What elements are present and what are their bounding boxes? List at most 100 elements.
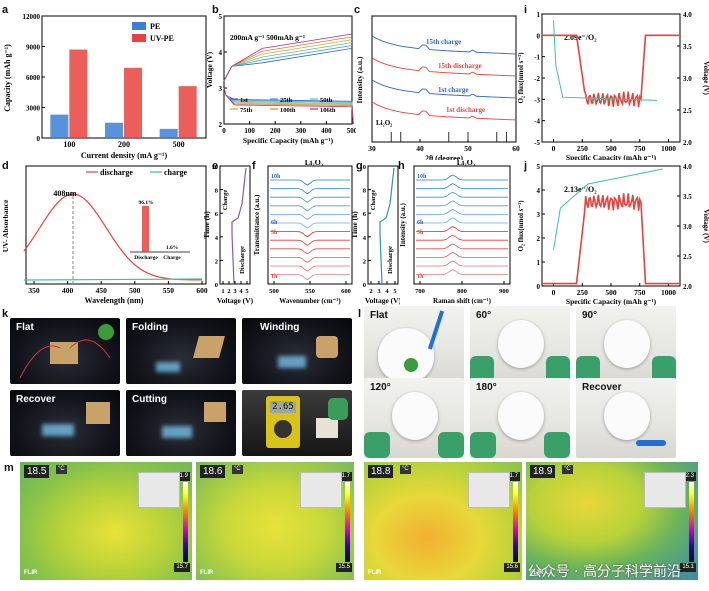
y-tick-label: 5 [537, 163, 541, 171]
inset-photo [644, 472, 686, 508]
spectrum-trace [270, 231, 350, 238]
o2-flux-line [542, 193, 680, 285]
chick-toy [604, 320, 650, 368]
y2-tick-label: 2.5 [683, 107, 692, 115]
plot-frame [223, 15, 353, 125]
x-tick-label: 1000 [661, 288, 676, 297]
logo-icon [98, 324, 114, 340]
y-tick-label: 4 [537, 187, 541, 195]
glove-icon [438, 432, 464, 458]
x-tick-label: 250 [577, 288, 589, 297]
flir-logo: FLIR [24, 570, 38, 576]
logo-icon [404, 358, 418, 372]
scale-min: 15.1 [680, 563, 696, 572]
flir-logo: FLIR [530, 570, 544, 576]
y-tick-label: -2 [534, 75, 540, 83]
led-glow [278, 356, 306, 368]
color-scale [183, 482, 188, 562]
x-tick-label: 50 [464, 144, 472, 153]
chart-d: 350 400 450 500 550 600 Wavelength (nm) UV- Abs… [1, 165, 208, 305]
y-tick-label: 2 [219, 121, 223, 129]
y-axis-label-right: Voltage (V) [702, 209, 709, 243]
scale-min: 15.7 [174, 563, 190, 572]
discharge-curve [223, 87, 354, 125]
spectrum-trace [416, 243, 508, 250]
x-axis-label: Raman shift (cm⁻¹) [433, 297, 492, 305]
x-tick-label: 550 [163, 286, 175, 295]
trace-label: 1st discharge [446, 106, 485, 114]
photo-l-180: 180° [470, 378, 570, 458]
y-tick-label: 12000 [23, 13, 41, 21]
thermal-image-3: 18.8 °C 21.7 15.6 FLIR [364, 462, 522, 580]
device-icon [193, 336, 225, 358]
y-tick-label: 4 [363, 235, 367, 242]
arrow-label: Discharge [239, 246, 246, 274]
spectrum-trace [416, 208, 508, 215]
y2-tick-label: 3.5 [683, 193, 692, 201]
x-tick-label: 500 [129, 286, 141, 295]
y-tick-label: -3 [534, 96, 540, 104]
spectrum-trace [416, 269, 508, 275]
arrow-label: Charge [222, 190, 229, 211]
x-axis-label: Wavelength (nm) [85, 296, 144, 305]
panel-label-j: j [524, 160, 528, 172]
x-tick-label: 200 [118, 140, 130, 149]
trace-label: Li₂O₂ [376, 119, 392, 127]
photo-l-recover: Recover [576, 378, 676, 458]
trace-label: 10h [271, 174, 281, 180]
voltage-line [553, 168, 663, 251]
chart-a: 0 3000 6000 9000 12000 100 200 500 Current densi… [3, 13, 207, 160]
photo-label: Recover [16, 394, 56, 405]
y2-tick-label: 4.0 [683, 163, 692, 171]
bar-pe [159, 128, 178, 138]
x-tick-label: 30 [368, 144, 376, 153]
voltage-trace [379, 167, 395, 285]
trace-label: 1st charge [438, 86, 469, 94]
annotation: 2.09e⁻/O₂ [564, 33, 597, 42]
plot-frame [541, 165, 681, 287]
x-tick-label: 1000 [661, 144, 676, 153]
trace-label: 15th discharge [438, 62, 482, 70]
voltage-line [553, 20, 658, 101]
legend-label: discharge [100, 168, 133, 177]
photo-k-folding: Folding [126, 318, 236, 384]
bar-uv-pe [69, 49, 88, 138]
bar-pe [105, 122, 123, 138]
chart-i: -5 -4 -3 -2 -1 0 1 2.0 2.5 3.0 3.5 4.0 0 250 500 750 100… [517, 11, 709, 160]
inset-photo [300, 472, 342, 508]
legend-label: charge [164, 168, 188, 177]
spectrum-trace [416, 183, 508, 190]
spectrum-trace [270, 205, 350, 212]
spectrum-trace [416, 226, 508, 232]
photo-label: 180° [476, 382, 497, 393]
legend-label: UV-PE [150, 34, 174, 43]
y-tick-label: 0 [537, 283, 541, 291]
x-tick-label: 900 [499, 288, 509, 295]
y2-tick-label: 3.0 [683, 75, 692, 83]
y-axis-label: Voltage (V) [206, 51, 214, 88]
x-tick-label: 100 [63, 140, 75, 149]
thermal-image-1: 18.5 °C 21.9 15.7 FLIR [20, 462, 192, 580]
y-axis-label: O₂ flux(nmol s⁻¹) [517, 52, 525, 104]
photo-l-90: 90° [576, 306, 676, 386]
x-tick-label: 500 [173, 140, 185, 149]
photo-k-multimeter: 2.65 [242, 390, 352, 456]
trace-label: 15th charge [426, 38, 461, 46]
legend-label: 50th [320, 97, 333, 104]
photo-label: Cutting [132, 394, 167, 405]
scale-max: 22.3 [680, 472, 696, 481]
spectrum-trace [416, 251, 508, 258]
xrd-pattern [371, 57, 517, 77]
y-tick-label: 6 [215, 211, 219, 218]
temp-unit: °C [56, 465, 67, 474]
x-axis-label: Voltage (V) [365, 296, 400, 305]
inset-bar [142, 205, 149, 252]
spectrum-trace [416, 174, 508, 181]
color-scale [513, 482, 518, 562]
x-tick-label: 5 [393, 288, 397, 295]
trace-label: 6h [271, 220, 278, 226]
voltage-trace [231, 167, 247, 285]
x-tick-label: 200 [270, 127, 281, 135]
y2-tick-label: 4.0 [683, 11, 692, 19]
trace-label: 1h [417, 274, 424, 280]
